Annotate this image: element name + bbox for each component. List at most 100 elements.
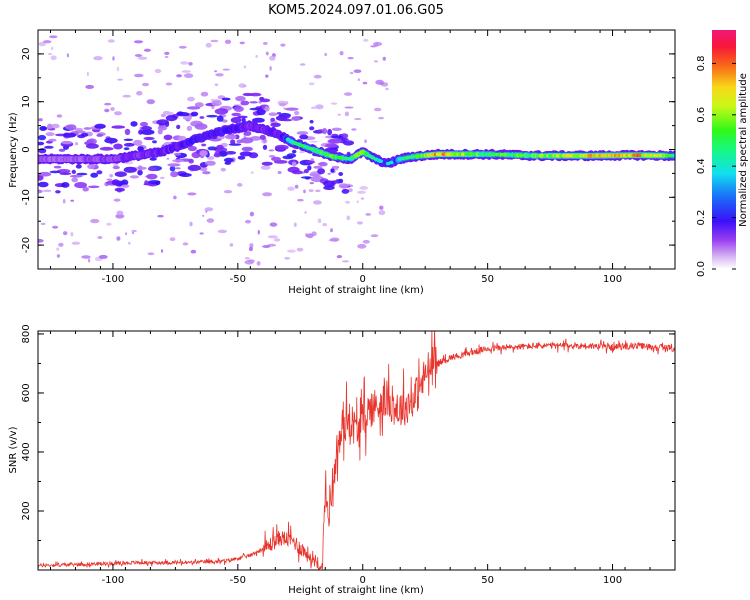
spectrogram-diffuse-blob <box>303 168 309 174</box>
spectrogram-diffuse-blob <box>137 169 143 176</box>
spectrogram-diffuse-blob <box>230 139 236 145</box>
spectrogram-noise-blob <box>160 249 164 253</box>
spectrogram-diffuse-blob <box>237 115 248 119</box>
spectrogram-noise-blob <box>370 234 379 238</box>
spectrogram-diffuse-blob <box>112 165 120 170</box>
spectrogram-diffuse-blob <box>276 112 282 115</box>
spectrogram-noise-blob <box>180 61 189 65</box>
spectrogram-noise-blob <box>82 186 89 192</box>
spectrogram-noise-blob <box>70 232 74 237</box>
spectrogram-noise-blob <box>297 198 304 202</box>
x-tick-label: -50 <box>230 575 246 586</box>
y-tick-label: -20 <box>21 237 32 253</box>
spectrogram-diffuse-blob <box>235 95 246 102</box>
spectrogram-diffuse-blob <box>69 174 83 178</box>
snr-line <box>38 331 675 570</box>
spectrogram-diffuse-blob <box>176 124 181 130</box>
spectrogram-noise-blob <box>115 214 125 219</box>
spectrogram-noise-blob <box>356 221 363 225</box>
spectrogram-noise-blob <box>245 219 251 224</box>
spectrogram-noise-blob <box>309 182 314 185</box>
spectrogram-diffuse-blob <box>342 140 355 146</box>
spectrogram-noise-blob <box>56 247 60 251</box>
spectrogram-diffuse-blob <box>123 166 137 173</box>
spectrogram-noise-blob <box>143 48 151 52</box>
spectrogram-noise-blob <box>114 111 122 116</box>
spectrogram-noise-blob <box>110 107 115 111</box>
spectrogram-diffuse-blob <box>114 187 126 192</box>
spectrogram-noise-blob <box>38 238 44 243</box>
spectrogram-diffuse-blob <box>277 116 290 119</box>
spectrogram-diffuse-blob <box>165 115 178 122</box>
spectrogram-diffuse-blob <box>133 139 143 146</box>
snr-panel: -100 -50 0 50 100 200 400 600 800 Height of str… <box>8 324 676 596</box>
spectrogram-diffuse-blob <box>279 103 286 107</box>
spectrogram-noise-blob <box>202 171 211 175</box>
spectrogram-diffuse-blob <box>71 169 77 174</box>
spectrogram-noise-blob <box>317 218 322 224</box>
spectrogram-noise-blob <box>182 242 189 246</box>
spectrogram-diffuse-blob <box>249 101 258 104</box>
spectrogram-diffuse-blob <box>58 148 66 152</box>
spectrogram-noise-blob <box>360 197 365 200</box>
spectrogram-noise-blob <box>356 200 359 204</box>
spectrogram-diffuse-blob <box>140 129 155 135</box>
spectrogram-noise-blob <box>324 52 328 57</box>
spectrogram-diffuse-blob <box>129 175 139 179</box>
spectrogram-noise-blob <box>305 233 308 237</box>
spectrogram-diffuse-blob <box>338 178 344 184</box>
spectrogram-diffuse-blob <box>186 125 193 131</box>
spectrogram-diffuse-blob <box>85 143 99 149</box>
spectrogram-noise-blob <box>142 82 149 87</box>
spectrogram-diffuse-blob <box>61 182 70 188</box>
spectrogram-noise-blob <box>293 222 297 227</box>
spectrogram-noise-blob <box>83 127 92 130</box>
colorbar-label: Normalized spectral amplitude <box>738 73 749 227</box>
spectrogram-noise-blob <box>112 56 115 61</box>
spectrogram-diffuse-blob <box>213 153 221 158</box>
y-tick-label: 0 <box>21 146 32 152</box>
spectrogram-noise-blob <box>113 198 121 202</box>
spectrogram-y-ticks: -20 -10 0 10 20 <box>21 29 675 270</box>
spectrogram-noise-blob <box>74 142 79 146</box>
spectrogram-diffuse-blob <box>291 161 297 167</box>
spectrogram-diffuse-blob <box>309 120 314 124</box>
spectrogram-diffuse-blob <box>252 117 265 123</box>
spectrogram-noise-blob <box>134 73 144 78</box>
colorbar-tick-label: 0.0 <box>696 261 707 277</box>
spectrogram-diffuse-blob <box>114 171 127 177</box>
spectrogram-noise-blob <box>269 66 272 71</box>
colorbar-gradient <box>712 30 736 269</box>
spectrogram-diffuse-blob <box>80 132 89 137</box>
spectrogram-diffuse-blob <box>86 139 94 144</box>
spectrogram-diffuse-blob <box>123 147 130 151</box>
spectrogram-noise-blob <box>223 190 233 194</box>
spectrogram-diffuse-blob <box>49 170 61 174</box>
spectrogram-noise-blob <box>345 200 351 204</box>
spectrogram-diffuse-blob <box>147 166 157 172</box>
spectrogram-noise-blob <box>349 71 354 75</box>
spectrogram-noise-blob <box>187 192 197 196</box>
spectrogram-diffuse-blob <box>111 125 125 129</box>
spectrogram-diffuse-blob <box>38 141 45 146</box>
spectrogram-noise-blob <box>117 78 123 81</box>
spectrogram-diffuse-blob <box>48 138 57 142</box>
spectrogram-noise-blob <box>176 74 183 78</box>
spectrogram-noise-blob <box>287 249 296 253</box>
spectrogram-diffuse-blob <box>124 128 131 136</box>
spectrogram-diffuse-blob <box>259 98 271 103</box>
spectrogram-noise-blob <box>229 243 234 247</box>
spectrogram-diffuse-blob <box>186 106 201 110</box>
spectrogram-diffuse-blob <box>66 124 77 131</box>
spectrogram-diffuse-blob <box>143 136 155 141</box>
spectrogram-noise-blob <box>249 243 254 248</box>
spectrogram-noise-blob <box>243 65 246 69</box>
snr-y-label: SNR (v/v) <box>8 426 19 473</box>
spectrogram-diffuse-blob <box>223 157 234 163</box>
spectrogram-noise-blob <box>336 255 343 259</box>
spectrogram-noise-blob <box>38 41 46 47</box>
colorbar-tick-label: 0.8 <box>696 55 707 71</box>
spectrogram-noise-blob <box>277 170 282 175</box>
spectrogram-diffuse-blob <box>216 115 224 122</box>
